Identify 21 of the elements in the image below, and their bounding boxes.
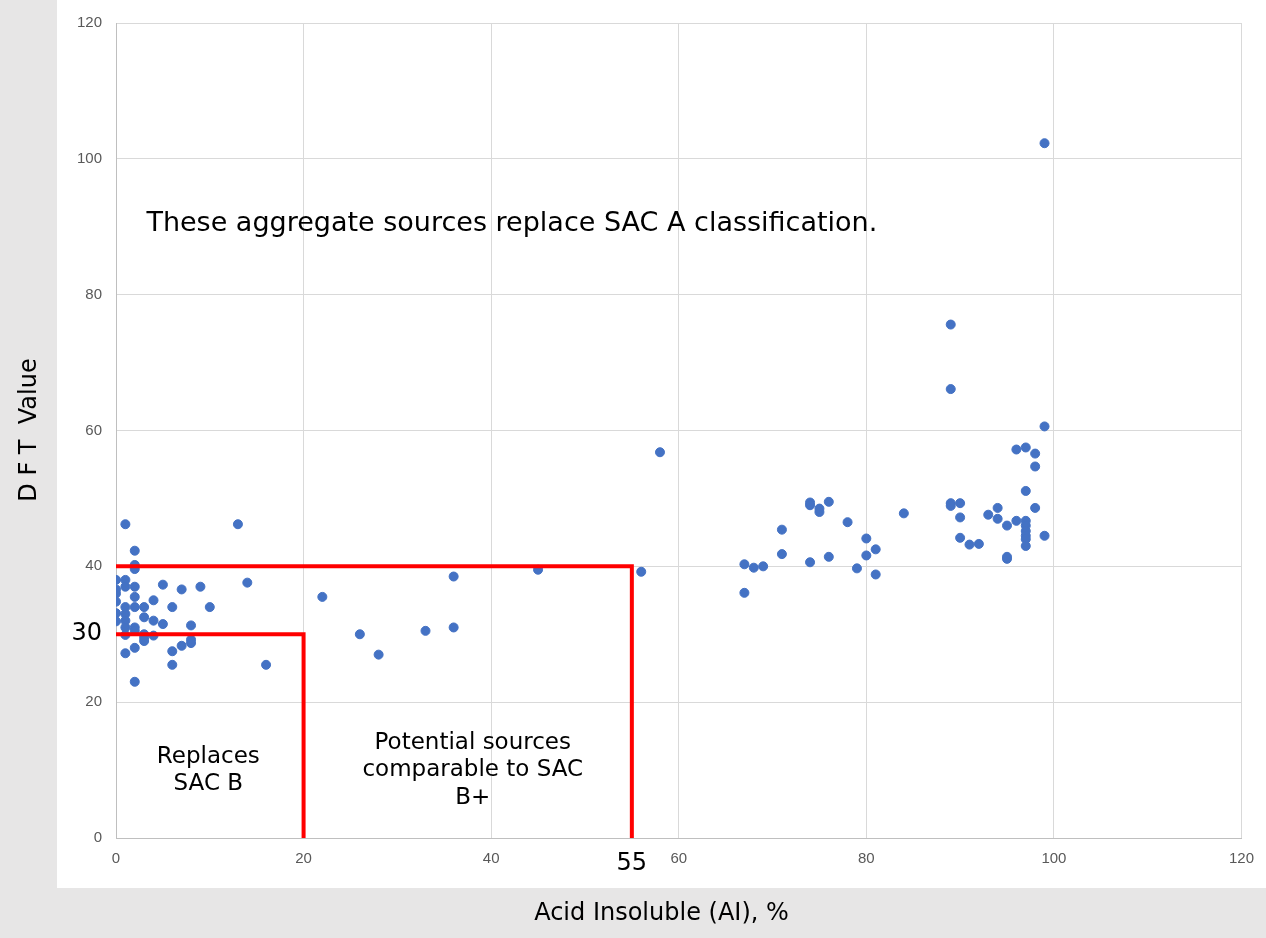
annotation: Potential sources comparable to SAC B+ xyxy=(362,727,584,809)
x-tick-label: 60 xyxy=(670,849,688,867)
annotation: 55 xyxy=(616,848,648,877)
y-tick-label: 20 xyxy=(85,692,102,710)
y-tick-label: 100 xyxy=(76,148,102,166)
y-tick-label: 0 xyxy=(93,828,102,846)
y-tick-label: 120 xyxy=(76,13,102,31)
annotation: 30 xyxy=(71,618,102,647)
annotation: These aggregate sources replace SAC A classification. xyxy=(145,205,878,237)
x-tick-label: 100 xyxy=(1041,849,1067,867)
x-tick-label: 120 xyxy=(1228,849,1254,867)
y-tick-label: 40 xyxy=(85,556,102,574)
y-tick-label: 60 xyxy=(85,420,102,438)
y-tick-label: 80 xyxy=(85,284,102,302)
annotation: Replaces SAC B xyxy=(156,741,260,796)
x-tick-label: 40 xyxy=(482,849,500,867)
x-tick-label: 0 xyxy=(111,849,121,867)
x-tick-label: 20 xyxy=(295,849,312,867)
y-axis-title: D F T Value xyxy=(14,358,42,502)
x-axis-title: Acid Insoluble (AI), % xyxy=(533,898,790,926)
x-tick-label: 80 xyxy=(857,849,875,867)
